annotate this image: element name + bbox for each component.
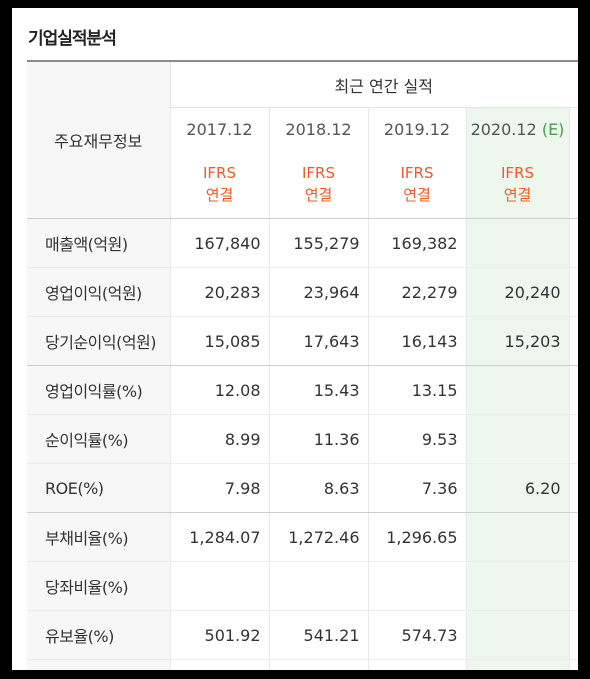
row-label: ROE(%) (27, 463, 170, 513)
cell-value: 16,143 (367, 316, 466, 366)
cell-value: 23,964 (268, 267, 368, 317)
cell-value: 13.15 (367, 365, 466, 415)
cell-value (465, 561, 569, 611)
cell-value: 12.08 (169, 365, 269, 415)
table-row: 순이익률(%) 8.99 11.36 9.53 (27, 414, 578, 464)
table-row: 영업이익(억원) 20,283 23,964 22,279 20,240 (27, 267, 578, 317)
cell-value: 22,279 (367, 267, 466, 317)
cell-value (465, 218, 569, 268)
table-row: ROE(%) 7.98 8.63 7.36 6.20 (27, 463, 578, 513)
ifrs-standard: IFRS (501, 164, 534, 182)
table-row: 매출액(억원) 167,840 155,279 169,382 (27, 218, 578, 268)
ifrs-basis: 연결 (503, 186, 532, 204)
row-label: 영업이익률(%) (27, 365, 170, 415)
cell-value: 20,283 (169, 267, 269, 317)
ifrs-basis: 연결 (403, 186, 431, 204)
cell-value: 8.63 (268, 463, 368, 513)
cell-value (169, 561, 269, 611)
cell-value (367, 561, 466, 611)
year-2017: 2017.12 (169, 107, 269, 150)
ifrs-standard: IFRS (203, 164, 236, 182)
cell-value (465, 610, 569, 660)
table-row: 부채비율(%) 1,284.07 1,272.46 1,296.65 (27, 512, 578, 562)
ifrs-2017: IFRS 연결 (169, 150, 269, 219)
cell-value (268, 561, 368, 611)
ifrs-standard: IFRS (400, 164, 434, 182)
ifrs-basis: 연결 (304, 186, 333, 204)
table-row: 당기순이익(억원) 15,085 17,643 16,143 15,203 (27, 316, 578, 366)
table-row: 유보율(%) 501.92 541.21 574.73 (27, 610, 578, 660)
financial-summary-panel: 기업실적분석 주요재무정보 최근 연간 실적 2017.12 2018.12 2… (12, 8, 578, 670)
cell-value: 11.36 (268, 414, 368, 464)
year-2020-estimate: 2020.12 (E) (465, 107, 569, 150)
cell-value: 574.73 (367, 610, 466, 660)
row-label: 유보율(%) (27, 610, 170, 660)
row-label: 부채비율(%) (27, 512, 170, 562)
ifrs-2020: IFRS 연결 (465, 150, 569, 219)
ifrs-2018: IFRS 연결 (268, 150, 368, 219)
cell-value: 1,284.07 (169, 512, 269, 562)
cell-value (465, 414, 569, 464)
cell-value: 7.98 (169, 463, 269, 513)
year-2020: 2020.12 (470, 119, 537, 139)
cell-value (465, 365, 569, 415)
cell-value (465, 512, 569, 562)
cell-value: 541.21 (268, 610, 368, 660)
ifrs-2019: IFRS 연결 (367, 150, 466, 219)
row-header-label: 주요재무정보 (27, 61, 170, 219)
cell-value: 155,279 (268, 218, 368, 268)
estimate-mark: (E) (541, 119, 565, 139)
cell-value: 501.92 (169, 610, 269, 660)
cell-value: 8.99 (169, 414, 269, 464)
cell-value: 15,085 (169, 316, 269, 366)
ifrs-basis: 연결 (205, 186, 234, 204)
cell-value: 15,203 (465, 316, 569, 366)
cell-value: 15.43 (268, 365, 368, 415)
section-title: 기업실적분석 (28, 29, 117, 49)
year-2019: 2019.12 (367, 107, 466, 150)
cell-value: 1,296.65 (367, 512, 466, 562)
cell-value: 9.53 (367, 414, 466, 464)
row-label: 당좌비율(%) (27, 561, 170, 611)
cell-value: 20,240 (465, 267, 569, 317)
table-row: 영업이익률(%) 12.08 15.43 13.15 (27, 365, 578, 415)
row-label: 매출액(억원) (27, 218, 170, 268)
financial-table: 주요재무정보 최근 연간 실적 2017.12 2018.12 2019.12 … (27, 60, 578, 670)
row-label: 당기순이익(억원) (27, 316, 170, 366)
cell-value: 169,382 (367, 218, 466, 268)
group-header: 최근 연간 실적 (169, 61, 578, 108)
table-row: 당좌비율(%) (27, 561, 578, 611)
cell-value: 167,840 (169, 218, 269, 268)
cell-value: 1,272.46 (268, 512, 368, 562)
cell-value: 17,643 (268, 316, 368, 366)
year-2018: 2018.12 (268, 107, 368, 150)
row-label: 순이익률(%) (27, 414, 170, 464)
cell-value: 6.20 (465, 463, 569, 513)
ifrs-standard: IFRS (302, 164, 335, 182)
cell-value: 7.36 (367, 463, 466, 513)
row-label: 영업이익(억원) (27, 267, 170, 317)
